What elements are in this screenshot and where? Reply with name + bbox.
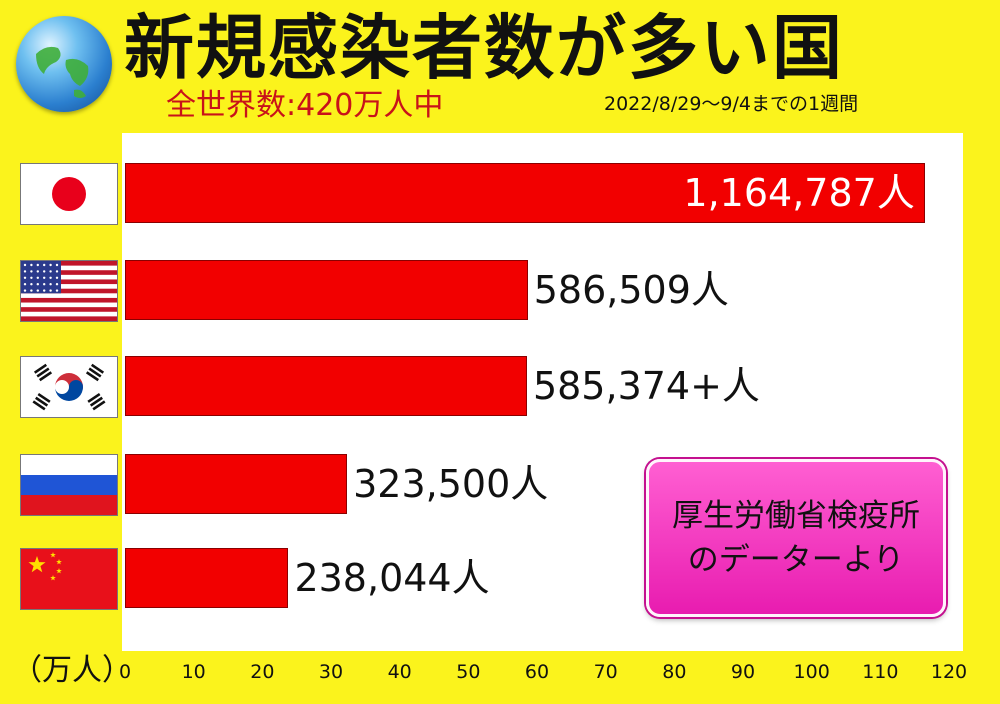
value-label-south-korea: 585,374+人 bbox=[532, 364, 760, 408]
russia-flag-icon bbox=[20, 454, 118, 516]
value-label-china: 238,044人 bbox=[294, 556, 490, 600]
x-tick-label: 120 bbox=[930, 661, 968, 683]
south-korea-flag-icon bbox=[20, 356, 118, 418]
globe-icon bbox=[16, 16, 112, 112]
japan-flag-icon bbox=[20, 163, 118, 225]
usa-flag-icon bbox=[20, 260, 118, 322]
x-tick-label: 10 bbox=[181, 661, 206, 683]
x-tick-label: 100 bbox=[793, 661, 830, 683]
x-tick-label: 70 bbox=[593, 661, 618, 683]
x-axis-unit-label: （万人） bbox=[12, 653, 132, 688]
x-tick-label: 110 bbox=[862, 661, 899, 683]
bar-china bbox=[125, 548, 289, 608]
bar-japan bbox=[125, 163, 925, 223]
bar-united-states bbox=[125, 260, 528, 320]
x-tick-label: 50 bbox=[456, 661, 481, 683]
x-tick-label: 60 bbox=[524, 661, 550, 683]
value-label-united-states: 586,509人 bbox=[533, 268, 729, 312]
source-line-2: のデーターより bbox=[687, 542, 905, 578]
x-tick-label: 90 bbox=[730, 661, 756, 683]
x-tick-label: 40 bbox=[387, 661, 412, 683]
source-line-1: 厚生労働省検疫所 bbox=[672, 498, 920, 534]
x-tick-label: 30 bbox=[318, 661, 344, 683]
china-flag-icon bbox=[20, 548, 118, 610]
chart-title: 新規感染者数が多い国 bbox=[124, 7, 844, 89]
x-tick-label: 80 bbox=[662, 661, 687, 683]
x-tick-label: 20 bbox=[250, 661, 275, 683]
chart-subtitle: 全世界数:420万人中 bbox=[166, 88, 444, 123]
source-note: 厚生労働省検疫所 のデーターより bbox=[646, 459, 946, 617]
x-tick-label: 0 bbox=[118, 661, 132, 683]
bar-south-korea bbox=[125, 356, 527, 416]
bar-russia bbox=[125, 454, 348, 514]
value-label-japan: 1,164,787人 bbox=[683, 171, 915, 215]
value-label-russia: 323,500人 bbox=[353, 462, 549, 506]
period-label: 2022/8/29～9/4までの1週間 bbox=[604, 93, 859, 115]
